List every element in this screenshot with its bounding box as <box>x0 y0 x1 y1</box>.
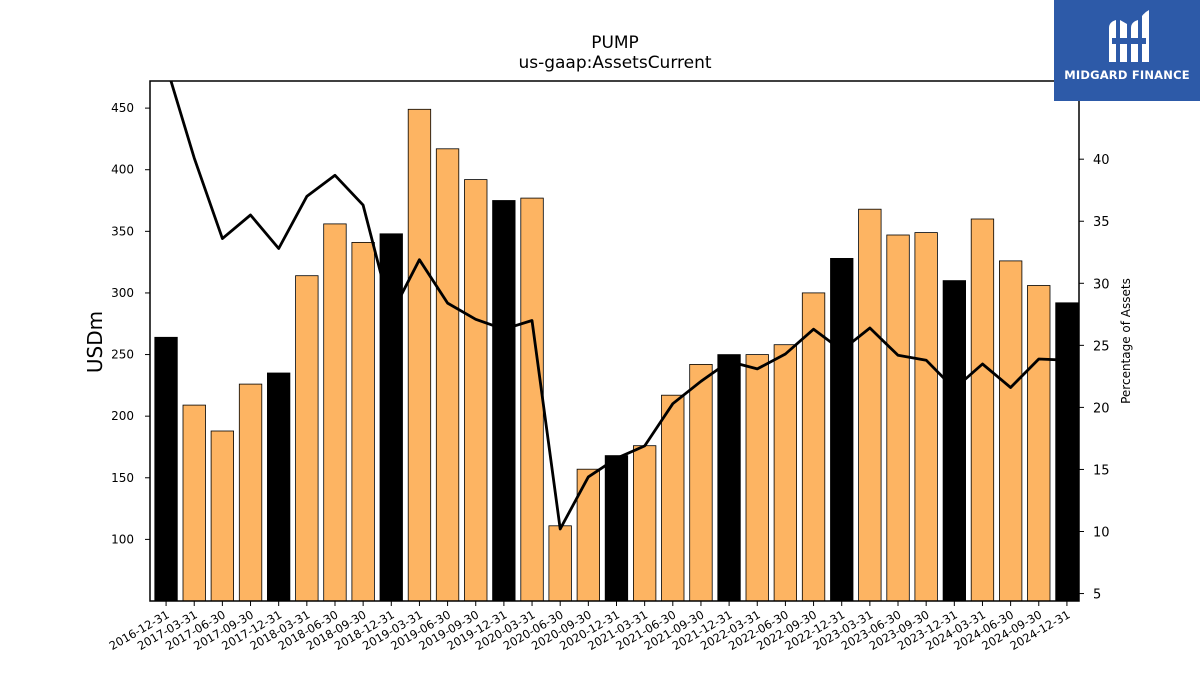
y-tick-label: 300 <box>111 286 134 300</box>
bar <box>801 292 826 602</box>
bar <box>548 525 572 602</box>
y-tick-label: 350 <box>111 224 134 238</box>
y2-tick-label: 20 <box>1093 401 1110 416</box>
y2-tick-label: 30 <box>1093 277 1110 292</box>
y2-tick-label: 25 <box>1093 339 1110 354</box>
y2-tick-label: 10 <box>1093 526 1110 541</box>
bar <box>830 257 854 602</box>
y-axis-label: USDm <box>83 311 107 373</box>
plot-frame <box>149 80 1080 602</box>
y2-tick-label: 40 <box>1093 153 1110 168</box>
y-tick-label: 200 <box>111 409 134 423</box>
bar <box>689 363 713 602</box>
y-tick-label: 450 <box>111 101 134 115</box>
chart-subtitle: us-gaap:AssetsCurrent <box>518 53 711 73</box>
bar <box>604 455 629 602</box>
bar <box>182 404 206 602</box>
bar <box>661 394 685 602</box>
bar <box>1055 302 1079 602</box>
bar <box>323 223 347 602</box>
y-tick-label: 250 <box>111 348 134 362</box>
bar <box>745 354 769 602</box>
bar <box>464 179 488 602</box>
bar <box>717 354 741 602</box>
bar <box>238 383 263 602</box>
bar <box>295 275 319 602</box>
chart-title: PUMP <box>591 33 639 53</box>
bar <box>633 445 657 602</box>
y2-tick-label: 35 <box>1093 215 1110 230</box>
brand-logo: MIDGARD FINANCE <box>1054 0 1200 101</box>
y-tick-label: 150 <box>111 471 134 485</box>
bar <box>266 372 291 602</box>
y2-tick-label: 5 <box>1093 588 1101 603</box>
y-axis-right: 5 10 15 20 25 30 35 40 <box>1079 153 1110 603</box>
bar <box>942 280 966 602</box>
y2-tick-label: 15 <box>1093 463 1110 478</box>
y-tick-label: 100 <box>111 532 134 546</box>
bar-series <box>154 108 1079 602</box>
bar <box>520 197 544 602</box>
logo-text: MIDGARD FINANCE <box>1064 68 1190 82</box>
y-axis-left: 100 150 200 250 300 350 400 450 <box>111 101 150 546</box>
bar <box>970 218 995 602</box>
percentage-line <box>169 81 1067 531</box>
midgard-logo-icon <box>1109 10 1149 62</box>
bar <box>914 232 938 602</box>
x-axis: 2016-12-312017-03-312017-06-302017-09-30… <box>107 601 1072 653</box>
y-tick-label: 400 <box>111 163 134 177</box>
bar <box>999 260 1023 602</box>
bar <box>435 148 460 602</box>
bar <box>858 208 882 602</box>
line-series <box>169 81 1067 531</box>
bar <box>154 336 178 602</box>
bar <box>886 234 910 602</box>
bar <box>210 430 235 602</box>
bar <box>1027 285 1051 602</box>
bar <box>492 200 516 602</box>
bar <box>773 344 797 602</box>
y2-axis-label: Percentage of Assets <box>1119 278 1133 404</box>
bar <box>351 241 375 602</box>
bar <box>407 108 432 602</box>
